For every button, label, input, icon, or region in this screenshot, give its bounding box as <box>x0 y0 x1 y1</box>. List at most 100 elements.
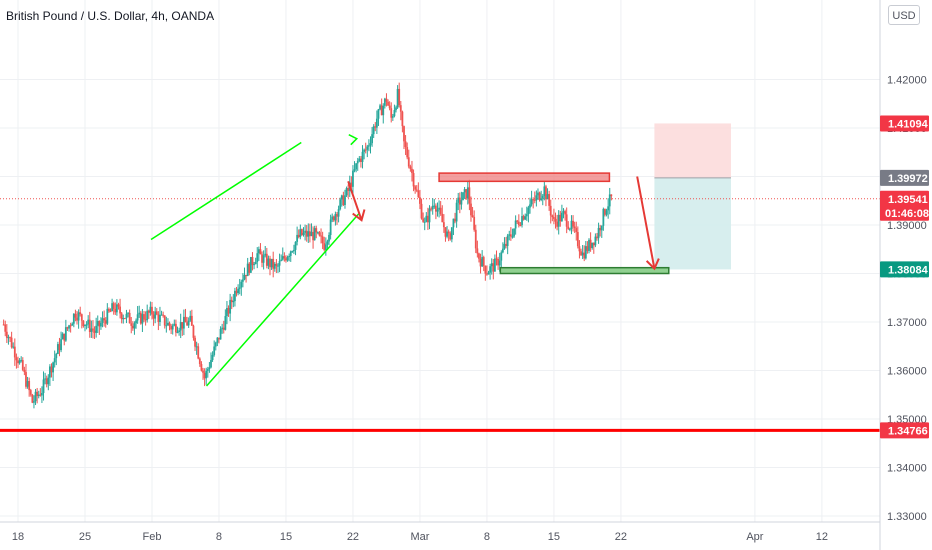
candle-body <box>101 318 104 323</box>
candle-body <box>226 307 228 317</box>
candle-body <box>560 212 563 222</box>
candle-body <box>342 195 345 205</box>
candle-body <box>556 221 559 227</box>
candle-body <box>525 214 528 217</box>
candle-body <box>532 199 535 201</box>
candle-body <box>173 323 176 326</box>
candle-body <box>356 160 359 164</box>
candle-body <box>92 328 94 331</box>
candle-body <box>80 314 83 321</box>
candle-body <box>363 149 366 152</box>
price-badge <box>880 190 929 221</box>
candle-body <box>398 88 401 106</box>
candle-body <box>564 211 566 215</box>
candle-body <box>438 207 440 210</box>
resistance-zone <box>438 172 611 183</box>
candle-body <box>567 226 570 229</box>
x-tick-label: Apr <box>746 531 763 543</box>
price-badge-label: 1.34766 <box>888 425 928 437</box>
candle-body <box>208 367 211 370</box>
candle-body <box>452 218 455 228</box>
candle-body <box>380 105 383 116</box>
candle-body <box>176 331 179 333</box>
candle-body <box>305 230 308 237</box>
candle-body <box>406 147 409 158</box>
candle-body <box>332 216 335 221</box>
candle-body <box>61 333 64 340</box>
price-badge-label: 1.39541 <box>888 194 928 206</box>
candle-body <box>138 312 141 315</box>
candle-body <box>25 372 27 387</box>
candle-body <box>372 126 375 135</box>
candle-body <box>264 253 267 256</box>
candle-body <box>535 195 538 201</box>
candle-body <box>543 186 546 196</box>
candle-body <box>572 220 574 227</box>
candle-body <box>548 194 551 206</box>
candle-body <box>321 236 324 244</box>
candle-body <box>387 101 389 106</box>
candle-body <box>64 327 67 341</box>
candle-body <box>194 337 196 347</box>
y-tick-label: 1.39000 <box>887 220 927 232</box>
candle-body <box>608 194 611 207</box>
candle-body <box>159 314 161 323</box>
candle-body <box>192 325 195 338</box>
candle-body <box>257 249 260 254</box>
candle-body <box>195 346 198 348</box>
candle-body <box>484 265 487 274</box>
candle-body <box>412 173 415 187</box>
candle-body <box>511 236 514 238</box>
candle-body <box>74 313 77 318</box>
candle-body <box>144 319 147 321</box>
currency-button[interactable]: USD <box>888 5 920 25</box>
candle-body <box>468 187 471 204</box>
candle-body <box>503 243 506 249</box>
candle-body <box>508 234 511 236</box>
candle-body <box>275 263 278 266</box>
candle-body <box>530 199 533 205</box>
candle-body <box>352 170 354 187</box>
candle-body <box>487 272 490 275</box>
candle-body <box>470 203 472 216</box>
candle-body <box>280 259 283 261</box>
candle-body <box>374 126 377 128</box>
candle-body <box>249 257 252 273</box>
price-badge-label: 1.38084 <box>888 264 929 276</box>
candle-body <box>253 264 255 266</box>
candle-body <box>326 241 329 245</box>
candle-body <box>600 225 603 231</box>
candle-body <box>135 320 137 324</box>
candle-body <box>540 198 543 201</box>
red-arrowhead <box>645 258 660 271</box>
candle-body <box>521 216 523 226</box>
candle-body <box>119 306 121 314</box>
candle-body <box>23 369 26 373</box>
candle-body <box>442 222 445 228</box>
candle-body <box>527 207 530 215</box>
candle-body <box>187 320 190 326</box>
candle-body <box>495 258 498 260</box>
candle-body <box>516 220 519 222</box>
candle-body <box>283 256 286 259</box>
countdown-label: 01:46:08 <box>885 208 929 220</box>
candle-body <box>122 318 125 320</box>
x-tick-label: 8 <box>216 531 222 543</box>
candle-body <box>473 216 476 230</box>
candle-body <box>506 235 509 246</box>
candle-body <box>428 208 431 223</box>
candle-body <box>265 253 268 266</box>
channel-lower-line <box>205 213 360 387</box>
candle-body <box>136 314 139 321</box>
candle-body <box>436 209 439 212</box>
candle-body <box>243 274 246 280</box>
candle-body <box>462 192 464 201</box>
candle-body <box>368 145 370 147</box>
drawings <box>0 133 880 432</box>
candle-body <box>232 301 235 303</box>
price-badges: 1.41094 1.39972 1.39541 01:46:08 1.38084 1.34… <box>880 115 929 439</box>
candle-body <box>570 220 573 229</box>
candle-body <box>79 312 82 315</box>
candle-body <box>581 252 584 256</box>
